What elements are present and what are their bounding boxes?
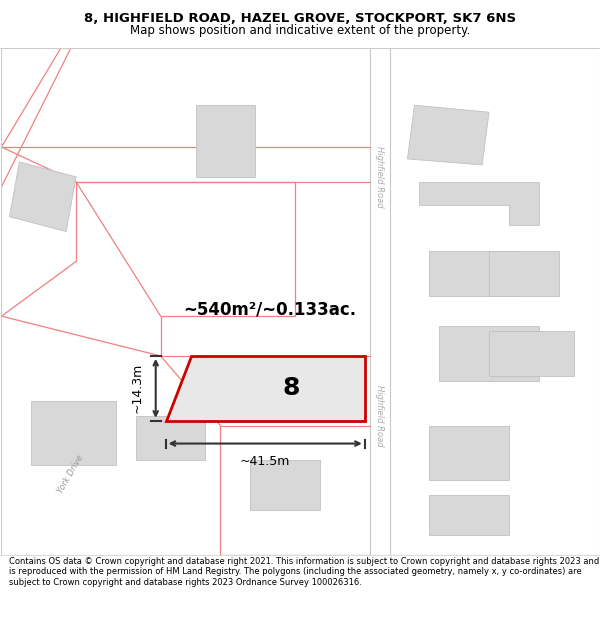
Text: ~14.3m: ~14.3m: [131, 363, 144, 414]
Text: Highfield Road: Highfield Road: [375, 385, 384, 446]
Bar: [370, 48, 389, 555]
Text: ~540m²/~0.133ac.: ~540m²/~0.133ac.: [184, 300, 357, 318]
Polygon shape: [196, 105, 255, 177]
Text: Map shows position and indicative extent of the property.: Map shows position and indicative extent…: [130, 24, 470, 37]
Polygon shape: [407, 105, 489, 165]
Text: Contains OS data © Crown copyright and database right 2021. This information is : Contains OS data © Crown copyright and d…: [9, 557, 599, 587]
Polygon shape: [439, 326, 539, 381]
Polygon shape: [430, 251, 519, 296]
Text: Highfield Road: Highfield Road: [375, 146, 384, 208]
Polygon shape: [430, 426, 509, 481]
Polygon shape: [10, 162, 76, 232]
Polygon shape: [166, 356, 365, 421]
Text: York Drive: York Drive: [56, 454, 85, 495]
Polygon shape: [136, 416, 205, 461]
Polygon shape: [419, 182, 539, 224]
Polygon shape: [489, 251, 559, 296]
Text: ~41.5m: ~41.5m: [240, 456, 290, 469]
Polygon shape: [489, 331, 574, 376]
Text: 8, HIGHFIELD ROAD, HAZEL GROVE, STOCKPORT, SK7 6NS: 8, HIGHFIELD ROAD, HAZEL GROVE, STOCKPOR…: [84, 12, 516, 25]
Polygon shape: [31, 401, 116, 466]
Polygon shape: [250, 461, 320, 510]
Polygon shape: [430, 495, 509, 535]
Text: 8: 8: [283, 376, 300, 401]
